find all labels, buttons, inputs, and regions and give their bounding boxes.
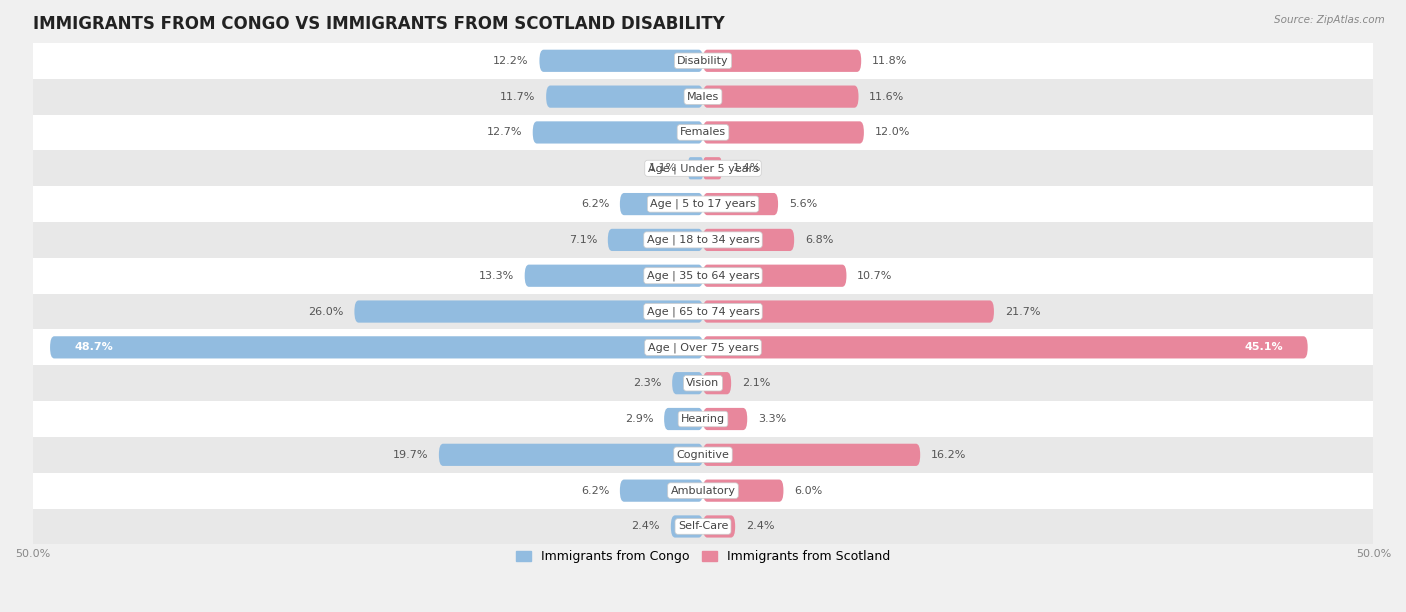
Text: 26.0%: 26.0% [308, 307, 343, 316]
Bar [32, 258, 1374, 294]
Text: 48.7%: 48.7% [75, 342, 112, 353]
Text: Age | Under 5 years: Age | Under 5 years [648, 163, 758, 174]
Bar [32, 114, 1374, 151]
Bar [32, 437, 1374, 472]
FancyBboxPatch shape [703, 336, 1308, 359]
Bar [32, 329, 1374, 365]
FancyBboxPatch shape [703, 157, 721, 179]
Bar [32, 222, 1374, 258]
Bar [32, 401, 1374, 437]
FancyBboxPatch shape [703, 229, 794, 251]
Bar [32, 43, 1374, 79]
Text: 11.6%: 11.6% [869, 92, 904, 102]
Text: 3.3%: 3.3% [758, 414, 786, 424]
Text: 10.7%: 10.7% [858, 271, 893, 281]
FancyBboxPatch shape [703, 408, 747, 430]
FancyBboxPatch shape [703, 50, 862, 72]
Text: 1.4%: 1.4% [733, 163, 761, 173]
FancyBboxPatch shape [703, 86, 859, 108]
FancyBboxPatch shape [533, 121, 703, 144]
FancyBboxPatch shape [703, 121, 863, 144]
Text: IMMIGRANTS FROM CONGO VS IMMIGRANTS FROM SCOTLAND DISABILITY: IMMIGRANTS FROM CONGO VS IMMIGRANTS FROM… [32, 15, 724, 33]
Bar [32, 472, 1374, 509]
FancyBboxPatch shape [664, 408, 703, 430]
FancyBboxPatch shape [540, 50, 703, 72]
Text: 6.2%: 6.2% [581, 199, 609, 209]
Text: 11.7%: 11.7% [501, 92, 536, 102]
Text: Hearing: Hearing [681, 414, 725, 424]
FancyBboxPatch shape [607, 229, 703, 251]
Text: 2.4%: 2.4% [631, 521, 659, 531]
Bar [32, 365, 1374, 401]
FancyBboxPatch shape [354, 300, 703, 323]
Bar [32, 509, 1374, 545]
FancyBboxPatch shape [620, 193, 703, 215]
FancyBboxPatch shape [703, 480, 783, 502]
Text: 6.0%: 6.0% [794, 486, 823, 496]
Text: Age | Over 75 years: Age | Over 75 years [648, 342, 758, 353]
Text: Disability: Disability [678, 56, 728, 66]
Text: 19.7%: 19.7% [392, 450, 429, 460]
Text: 2.4%: 2.4% [747, 521, 775, 531]
Text: 2.1%: 2.1% [742, 378, 770, 388]
Text: 13.3%: 13.3% [478, 271, 515, 281]
Text: Age | 35 to 64 years: Age | 35 to 64 years [647, 271, 759, 281]
Text: 11.8%: 11.8% [872, 56, 907, 66]
Text: 12.0%: 12.0% [875, 127, 910, 138]
Text: 6.2%: 6.2% [581, 486, 609, 496]
FancyBboxPatch shape [672, 372, 703, 394]
Text: 6.8%: 6.8% [804, 235, 834, 245]
Bar [32, 294, 1374, 329]
FancyBboxPatch shape [703, 264, 846, 287]
Text: Males: Males [688, 92, 718, 102]
Bar [32, 151, 1374, 186]
Text: Age | 18 to 34 years: Age | 18 to 34 years [647, 234, 759, 245]
Bar [32, 186, 1374, 222]
FancyBboxPatch shape [703, 372, 731, 394]
FancyBboxPatch shape [703, 193, 778, 215]
Text: Cognitive: Cognitive [676, 450, 730, 460]
FancyBboxPatch shape [439, 444, 703, 466]
Text: 1.1%: 1.1% [650, 163, 678, 173]
Text: 45.1%: 45.1% [1244, 342, 1284, 353]
Text: 7.1%: 7.1% [568, 235, 598, 245]
FancyBboxPatch shape [703, 515, 735, 537]
FancyBboxPatch shape [671, 515, 703, 537]
Text: Vision: Vision [686, 378, 720, 388]
FancyBboxPatch shape [689, 157, 703, 179]
FancyBboxPatch shape [51, 336, 703, 359]
Text: Self-Care: Self-Care [678, 521, 728, 531]
Text: 2.9%: 2.9% [624, 414, 654, 424]
Text: Age | 5 to 17 years: Age | 5 to 17 years [650, 199, 756, 209]
Text: 2.3%: 2.3% [633, 378, 661, 388]
Legend: Immigrants from Congo, Immigrants from Scotland: Immigrants from Congo, Immigrants from S… [510, 545, 896, 568]
Text: 5.6%: 5.6% [789, 199, 817, 209]
Text: 16.2%: 16.2% [931, 450, 966, 460]
Text: 12.7%: 12.7% [486, 127, 522, 138]
FancyBboxPatch shape [524, 264, 703, 287]
FancyBboxPatch shape [703, 300, 994, 323]
FancyBboxPatch shape [620, 480, 703, 502]
FancyBboxPatch shape [546, 86, 703, 108]
Text: 12.2%: 12.2% [494, 56, 529, 66]
Text: Source: ZipAtlas.com: Source: ZipAtlas.com [1274, 15, 1385, 25]
FancyBboxPatch shape [703, 444, 920, 466]
Text: Ambulatory: Ambulatory [671, 486, 735, 496]
Bar [32, 79, 1374, 114]
Text: Females: Females [681, 127, 725, 138]
Text: Age | 65 to 74 years: Age | 65 to 74 years [647, 306, 759, 317]
Text: 21.7%: 21.7% [1005, 307, 1040, 316]
